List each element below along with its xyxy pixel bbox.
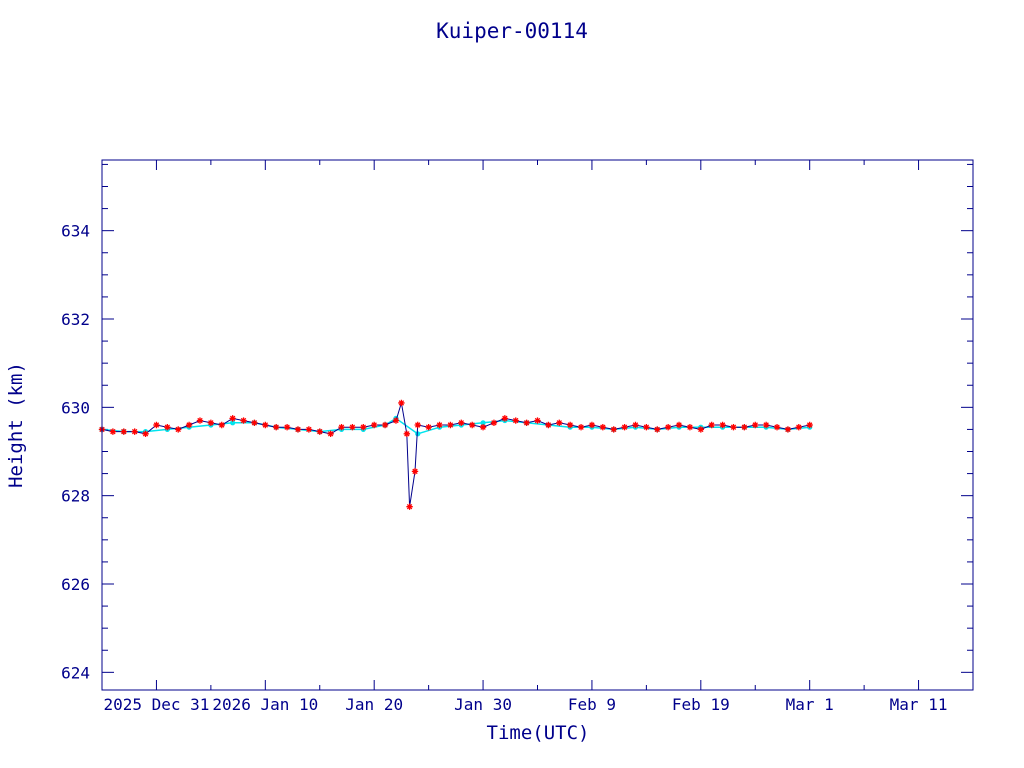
height-point — [411, 468, 419, 475]
height-point — [196, 417, 204, 424]
height-point — [131, 428, 138, 435]
data-series — [98, 399, 813, 510]
height-point — [643, 424, 650, 431]
height-point — [436, 421, 443, 429]
height-point — [479, 424, 487, 431]
height-point — [773, 424, 781, 431]
height-point — [109, 428, 117, 435]
height-point — [458, 419, 465, 426]
height-point — [741, 424, 748, 431]
height-point — [523, 419, 530, 426]
height-point — [175, 426, 182, 433]
height-point — [664, 424, 672, 431]
height-point — [632, 421, 639, 429]
height-point — [294, 426, 302, 433]
height-point — [403, 430, 411, 438]
height-point — [610, 426, 617, 433]
x-tick-label: Feb 19 — [672, 695, 730, 714]
height-point — [164, 424, 171, 431]
height-point — [556, 419, 563, 426]
x-tick-label: Mar 1 — [786, 695, 834, 714]
height-point — [316, 428, 323, 435]
height-point — [425, 424, 432, 431]
height-point — [621, 424, 628, 431]
height-point — [490, 419, 498, 426]
x-tick-label: Mar 11 — [890, 695, 948, 714]
height-point — [599, 424, 607, 431]
x-tick-label: Feb 9 — [568, 695, 616, 714]
height-point — [588, 421, 596, 429]
height-point — [153, 421, 160, 429]
height-point — [697, 426, 705, 433]
height-point — [142, 430, 149, 438]
chart-title: Kuiper-00114 — [436, 19, 588, 43]
x-tick-label: Jan 20 — [345, 695, 403, 714]
height-point — [327, 430, 334, 438]
height-point — [398, 399, 405, 407]
height-point — [675, 421, 683, 429]
height-point — [654, 426, 661, 433]
y-tick-label: 634 — [61, 222, 90, 241]
height-point — [218, 421, 225, 429]
smoothed-point — [415, 431, 421, 437]
height-point — [370, 421, 378, 429]
y-tick-label: 628 — [61, 487, 90, 506]
height-point — [392, 417, 400, 424]
height-point — [806, 421, 813, 429]
height-point — [512, 417, 519, 424]
height-point — [414, 421, 421, 429]
height-point — [251, 419, 258, 426]
height-point — [719, 421, 726, 429]
height-point — [762, 421, 770, 429]
y-tick-label: 626 — [61, 575, 90, 594]
height-point — [305, 426, 313, 433]
height-point — [730, 424, 737, 431]
y-axis-label: Height (km) — [5, 362, 27, 488]
height-point — [185, 421, 193, 429]
x-axis-ticks: 2025 Dec 31 2026 Jan 10 Jan 20 Jan 30 Feb 9 F… — [101, 160, 974, 714]
height-point — [534, 417, 541, 424]
x-tick-label: Jan 30 — [454, 695, 512, 714]
x-tick-label: 2026 Jan 10 — [212, 695, 318, 714]
height-point — [447, 421, 454, 429]
height-point — [752, 421, 759, 429]
smoothed-point — [480, 420, 486, 426]
y-tick-label: 630 — [61, 398, 90, 417]
height-point — [795, 424, 802, 431]
x-axis-label: Time(UTC) — [487, 722, 590, 744]
smoothed-line — [101, 417, 810, 435]
height-point — [207, 419, 215, 426]
plot-frame — [101, 159, 974, 691]
height-point — [468, 421, 476, 429]
height-point — [708, 421, 715, 429]
height-point — [381, 421, 389, 429]
height-point — [120, 428, 127, 435]
height-point — [406, 503, 413, 510]
height-point — [686, 424, 694, 431]
y-axis-ticks: 624 626 628 630 632 634 — [61, 163, 973, 682]
height-point — [283, 424, 291, 431]
height-point — [545, 421, 552, 429]
height-line — [101, 402, 810, 507]
smoothed-point — [230, 420, 236, 426]
height-point — [566, 421, 574, 429]
x-tick-label: 2025 Dec 31 — [103, 695, 209, 714]
height-point — [577, 424, 585, 431]
height-point — [360, 424, 367, 431]
height-point — [273, 424, 280, 431]
y-tick-label: 624 — [61, 663, 90, 682]
height-point — [262, 421, 269, 429]
height-point — [349, 424, 356, 431]
height-point — [229, 415, 236, 422]
height-point — [240, 417, 247, 424]
height-point — [501, 415, 509, 422]
height-point — [338, 424, 345, 431]
height-point — [784, 426, 792, 433]
y-tick-label: 632 — [61, 310, 90, 329]
